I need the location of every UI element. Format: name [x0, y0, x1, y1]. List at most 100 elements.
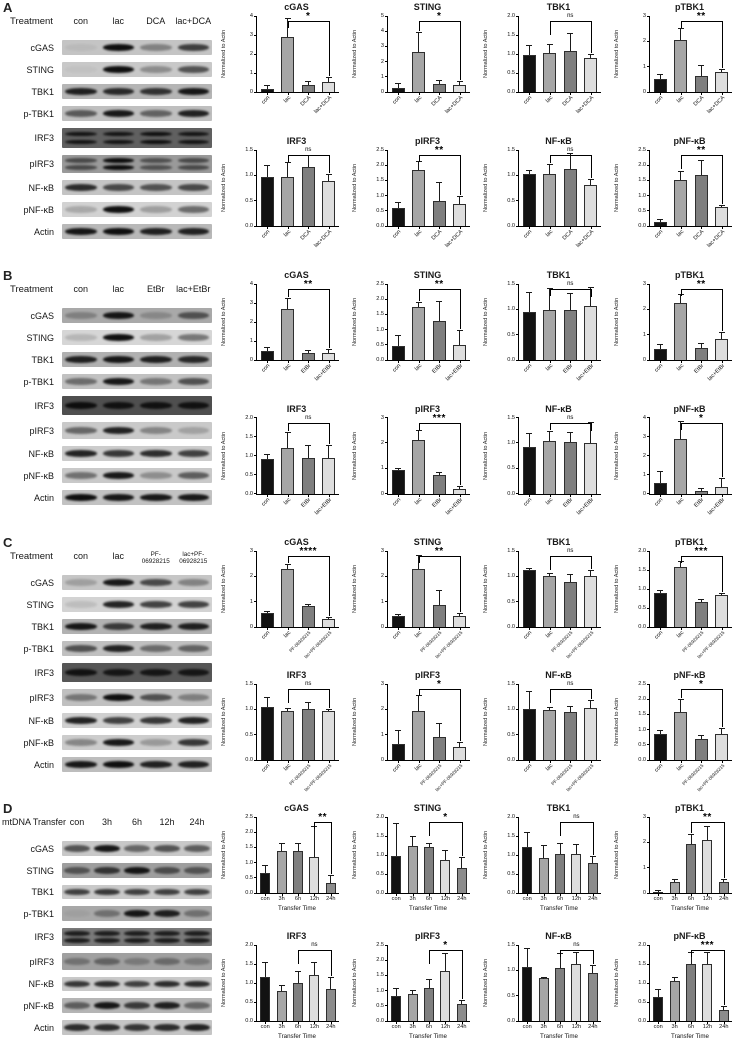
x-tick-label: EtBr — [562, 496, 575, 509]
error-bar — [395, 989, 397, 997]
y-axis-label: Normalized to Actin — [483, 29, 489, 79]
x-tick-mark — [590, 493, 592, 497]
y-tick-label: 1.5 — [245, 147, 253, 153]
blot-lane — [175, 180, 213, 195]
x-tick-mark — [267, 360, 269, 363]
x-axis-title: Transfer Time — [540, 905, 578, 912]
error-bar-cap — [655, 890, 662, 892]
blot-strip-TBK1 — [62, 619, 212, 634]
bar-con — [260, 872, 271, 893]
y-tick-label: 1 — [380, 73, 384, 80]
blot-row-label: NF-κB — [28, 715, 55, 726]
y-tick-label: 2 — [642, 839, 646, 846]
error-bar-cap — [546, 572, 553, 574]
x-axis-title: Transfer Time — [671, 905, 709, 912]
significance-label: * — [699, 679, 704, 690]
error-bar-cap — [284, 17, 291, 19]
error-bar — [330, 978, 332, 990]
blot-lane — [137, 689, 175, 706]
x-tick-mark — [439, 226, 441, 229]
protein-band — [65, 450, 97, 457]
y-tick-mark — [647, 417, 650, 418]
protein-band — [140, 131, 172, 137]
x-tick-mark — [314, 893, 316, 896]
y-tick-label: 1.0 — [245, 706, 253, 713]
x-tick-mark — [570, 360, 572, 363]
chart-pNF-κB: pNF-κB Normalized to Actin 0 1 2 3 4 con lac EtBr… — [611, 402, 742, 535]
blot-row: p-TBK1 — [0, 641, 218, 656]
blot-column-A: Treatment con lac DCA lac+DCA cGAS STING TBK1 p-… — [0, 0, 218, 268]
blot-row-label: Actin — [33, 759, 54, 770]
y-tick-label: 4 — [249, 13, 253, 19]
plot-area: 0.0 0.5 1.0 1.5 2.0 2.5 con 3h 6h 12h 24h * — [376, 940, 470, 1030]
y-tick-label: 2.0 — [376, 162, 384, 169]
sig-bracket-top — [287, 689, 329, 690]
sig-bracket-right-leg — [459, 155, 461, 196]
chart-title: TBK1 — [546, 537, 571, 547]
y-tick-label: 2.0 — [376, 814, 384, 820]
y-tick-label: 0.5 — [507, 871, 515, 877]
bar-lac — [674, 439, 688, 494]
protein-band — [102, 356, 134, 363]
bar-6h — [292, 851, 304, 893]
error-bar-cap — [456, 613, 463, 615]
error-bar — [592, 966, 594, 974]
x-tick-label: 3h — [540, 896, 547, 902]
sig-bracket-right-leg — [328, 21, 330, 76]
blot-lane — [62, 575, 100, 590]
sig-bracket-top — [418, 289, 460, 290]
chart-TBK1: TBK1 Normalized to Actin 0.0 0.5 1.0 1.5 con la… — [480, 268, 611, 401]
protein-band — [177, 334, 209, 341]
y-axis-label: Normalized to Actin — [614, 958, 620, 1008]
x-tick-mark — [308, 760, 310, 763]
y-tick-mark — [516, 283, 519, 285]
error-bar-cap — [264, 347, 271, 349]
blot-strip-NF-κB — [62, 446, 212, 461]
protein-band — [64, 931, 90, 936]
y-tick-label: 2.0 — [376, 296, 384, 303]
bar-con — [522, 55, 536, 92]
y-tick-label: 0.5 — [638, 605, 646, 611]
error-bar-cap — [264, 697, 271, 699]
protein-band — [102, 158, 134, 163]
protein-band — [140, 601, 172, 608]
y-tick-mark — [254, 72, 257, 74]
error-bar-cap — [456, 330, 463, 332]
bar-lac+PF-06928215 — [584, 576, 598, 627]
error-bar-cap — [698, 159, 705, 161]
protein-band — [177, 450, 209, 457]
protein-band — [154, 1024, 180, 1031]
error-bar — [281, 985, 283, 991]
y-tick-label: 0.5 — [638, 741, 646, 748]
x-tick-label: con — [653, 630, 665, 641]
blot-lane — [175, 224, 213, 239]
bar-EtBr — [301, 457, 315, 494]
sig-bracket-right-leg — [459, 689, 461, 741]
bar-PF-06928215 — [563, 711, 577, 760]
sig-bracket-left-leg — [314, 822, 316, 829]
error-bar-cap — [415, 301, 422, 303]
protein-band — [65, 139, 97, 145]
protein-band — [65, 601, 97, 608]
sig-bracket-top — [418, 422, 460, 424]
sig-bracket-right-leg — [590, 155, 592, 179]
x-tick-label: lac — [282, 229, 292, 239]
y-tick-mark — [254, 34, 257, 36]
x-tick-label: con — [260, 1024, 270, 1030]
blot-strip-STING — [62, 330, 212, 345]
x-tick-mark — [549, 92, 551, 95]
chart-pIRF3: pIRF3 Normalized to Actin 0 1 2 3 con lac EtBr la… — [349, 402, 480, 535]
protein-band — [177, 139, 209, 145]
bar-EtBr — [563, 310, 577, 360]
error-bar-cap — [311, 962, 318, 964]
x-tick-mark — [314, 1021, 316, 1024]
protein-band — [65, 334, 97, 341]
blot-lane — [100, 713, 138, 728]
y-axis-label: Normalized to Actin — [614, 297, 620, 347]
bar-PF-06928215 — [432, 736, 446, 760]
y-tick-mark — [647, 455, 650, 456]
protein-band — [177, 165, 209, 170]
blot-lane — [100, 180, 138, 195]
chart-pNF-κB: pNF-κB Normalized to Actin 0.0 0.5 1.0 1.5 2.0… — [611, 668, 742, 801]
blot-row-label: NF-κB — [28, 182, 55, 193]
